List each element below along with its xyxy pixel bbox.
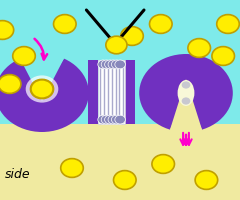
Circle shape	[105, 60, 115, 69]
Circle shape	[30, 79, 54, 99]
Circle shape	[108, 115, 119, 124]
Text: side: side	[5, 168, 30, 181]
Circle shape	[111, 60, 122, 69]
Circle shape	[152, 155, 174, 173]
Polygon shape	[170, 79, 202, 130]
Circle shape	[105, 115, 115, 124]
Circle shape	[212, 47, 234, 65]
Circle shape	[26, 75, 58, 103]
Circle shape	[195, 171, 218, 189]
Circle shape	[111, 115, 122, 124]
Circle shape	[188, 39, 210, 57]
Polygon shape	[178, 130, 194, 142]
Ellipse shape	[178, 80, 194, 106]
Bar	[126, 60, 135, 124]
Circle shape	[101, 115, 112, 124]
Bar	[98, 60, 126, 124]
Circle shape	[0, 75, 21, 93]
Circle shape	[114, 171, 136, 189]
Wedge shape	[19, 52, 65, 93]
Circle shape	[13, 47, 35, 65]
Circle shape	[115, 115, 126, 124]
Polygon shape	[0, 124, 240, 200]
Circle shape	[0, 21, 14, 39]
Circle shape	[31, 80, 53, 98]
Polygon shape	[20, 59, 64, 101]
Circle shape	[217, 15, 239, 33]
Circle shape	[108, 60, 119, 69]
Circle shape	[0, 54, 89, 132]
Circle shape	[98, 115, 108, 124]
Bar	[88, 60, 98, 124]
Circle shape	[150, 15, 172, 33]
Circle shape	[115, 60, 126, 69]
Circle shape	[98, 60, 108, 69]
Circle shape	[106, 36, 127, 54]
Polygon shape	[0, 0, 240, 124]
Circle shape	[121, 27, 143, 45]
Circle shape	[101, 60, 112, 69]
Wedge shape	[169, 93, 203, 134]
Circle shape	[54, 15, 76, 33]
Circle shape	[139, 54, 233, 132]
Circle shape	[182, 97, 190, 105]
Circle shape	[182, 81, 190, 89]
Circle shape	[61, 159, 83, 177]
